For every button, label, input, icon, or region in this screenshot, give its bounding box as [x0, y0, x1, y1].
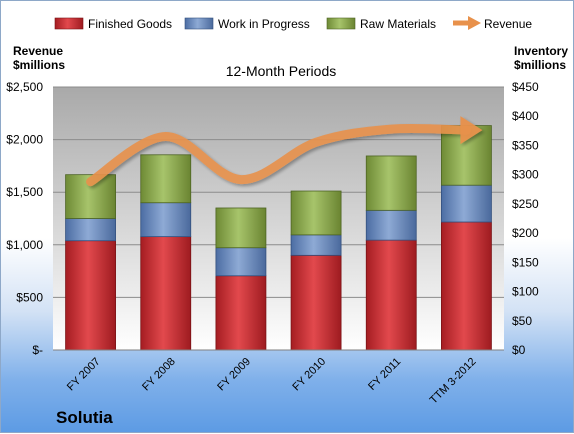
- legend-label-finished-goods: Finished Goods: [88, 17, 172, 31]
- axis-title-line: Revenue: [13, 44, 63, 58]
- legend-label-revenue: Revenue: [484, 17, 532, 31]
- right-tick-label: $300: [512, 168, 539, 182]
- legend-swatch-finished-goods: [55, 18, 83, 29]
- right-tick-label: $350: [512, 138, 539, 152]
- right-tick-label: $0: [512, 343, 526, 357]
- right-tick-label: $200: [512, 226, 539, 240]
- left-tick-label: $1,000: [6, 238, 43, 252]
- left-tick-label: $500: [16, 290, 43, 304]
- category-label: FY 2011: [366, 356, 403, 393]
- legend-label-raw-materials: Raw Materials: [360, 17, 436, 31]
- left-axis-title: Revenue$millions: [13, 44, 65, 72]
- right-axis-ticks: $0 $50 $100 $150 $200 $250 $300 $350 $400 $450: [512, 80, 539, 357]
- legend: Finished Goods Work in Progress Raw Mate…: [55, 16, 532, 31]
- right-tick-label: $250: [512, 197, 539, 211]
- category-label: FY 2010: [290, 356, 328, 394]
- bar-finished-goods: [441, 222, 491, 350]
- right-tick-label: $400: [512, 109, 539, 123]
- legend-arrowhead-revenue: [468, 16, 481, 30]
- bar-finished-goods: [141, 237, 191, 350]
- right-tick-label: $50: [512, 314, 532, 328]
- category-label: FY 2008: [140, 356, 178, 394]
- company-name: Solutia: [56, 408, 113, 427]
- bar-raw-materials: [366, 156, 416, 210]
- legend-swatch-raw-materials: [327, 18, 355, 29]
- bar-work-in-progress: [141, 203, 191, 237]
- bar-work-in-progress: [66, 219, 116, 241]
- left-tick-label: $1,500: [6, 185, 43, 199]
- legend-swatch-work-in-progress: [185, 18, 213, 29]
- bar-work-in-progress: [291, 235, 341, 255]
- left-axis-ticks: $- $500 $1,000 $1,500 $2,000 $2,500: [6, 80, 43, 357]
- axis-title-line: $millions: [13, 58, 65, 72]
- category-labels: FY 2007 FY 2008 FY 2009 FY 2010 FY 2011 TTM 3…: [65, 356, 479, 407]
- category-label: FY 2009: [215, 356, 253, 394]
- left-tick-label: $2,000: [6, 133, 43, 147]
- axis-title-line: Inventory: [514, 44, 568, 58]
- right-tick-label: $450: [512, 80, 539, 94]
- right-tick-label: $100: [512, 285, 539, 299]
- category-label: TTM 3-2012: [428, 356, 479, 407]
- legend-label-work-in-progress: Work in Progress: [218, 17, 310, 31]
- bar-finished-goods: [66, 241, 116, 350]
- left-tick-label: $2,500: [6, 80, 43, 94]
- right-axis-title: Inventory$millions: [514, 44, 568, 72]
- chart-title: 12-Month Periods: [226, 63, 337, 79]
- left-tick-label: $-: [32, 343, 43, 357]
- right-tick-label: $150: [512, 255, 539, 269]
- axis-title-line: $millions: [514, 58, 566, 72]
- category-label: FY 2007: [65, 356, 103, 394]
- bar-finished-goods: [216, 276, 266, 350]
- bar-work-in-progress: [366, 210, 416, 240]
- bar-raw-materials: [291, 191, 341, 235]
- bar-raw-materials: [216, 208, 266, 248]
- bar-finished-goods: [291, 255, 341, 350]
- bar-work-in-progress: [216, 248, 266, 276]
- bar-work-in-progress: [441, 185, 491, 222]
- bar-finished-goods: [366, 240, 416, 350]
- bar-raw-materials: [141, 155, 191, 203]
